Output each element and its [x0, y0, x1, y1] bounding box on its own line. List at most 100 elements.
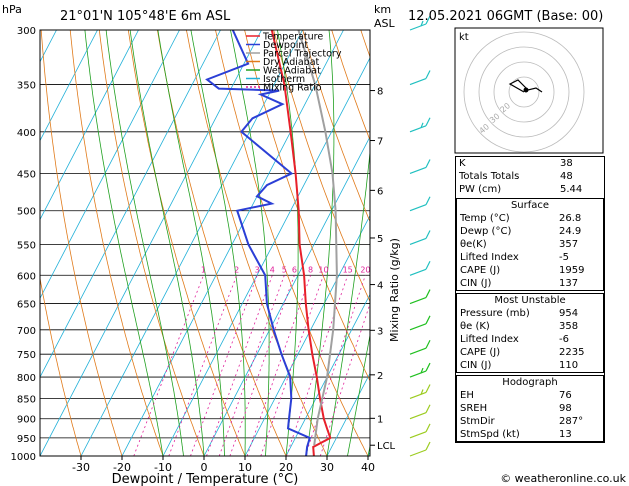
x-tick-label: 30	[320, 461, 334, 474]
wind-barb-flag	[420, 389, 424, 395]
wind-barb-flag	[425, 404, 431, 413]
hodograph-value: 13	[559, 429, 572, 440]
wind-barb-flag	[425, 339, 431, 349]
wind-barb-flag	[425, 15, 431, 25]
wind-barb-flag	[425, 230, 431, 239]
plot-frame	[39, 29, 371, 457]
surface-label: θe(K)	[460, 239, 487, 250]
location-title: 21°01'N 105°48'E 6m ASL	[60, 9, 231, 24]
index-value: 48	[560, 171, 573, 182]
series-parcel-trajectory	[297, 30, 338, 446]
km-tick-label: 1	[377, 414, 383, 425]
wind-barb	[409, 204, 427, 212]
hodograph-ring	[508, 76, 540, 108]
wind-barb-flag	[425, 384, 431, 393]
km-tick-label: 8	[377, 87, 383, 98]
dry-adiabat	[40, 30, 123, 456]
isotherm-line	[40, 30, 139, 221]
index-label: K	[459, 158, 466, 169]
pressure-tick-label: 300	[17, 26, 36, 37]
isotherm-line	[162, 57, 370, 456]
hodograph-label: StmSpd (kt)	[460, 429, 520, 440]
surface-row: Dewp (°C) 24.9	[457, 225, 603, 238]
x-tick-label: 20	[279, 461, 293, 474]
pressure-tick-label: 400	[17, 128, 36, 139]
mixing-ratio-label: 2	[234, 265, 239, 274]
most-unstable-label: CAPE (J)	[460, 347, 501, 358]
wind-barb	[409, 431, 427, 439]
hodograph-row: EH 76	[457, 389, 603, 402]
km-tick-label: 5	[377, 234, 383, 245]
pressure-tick-label: 800	[17, 373, 36, 384]
mixing-ratio-label: 1	[201, 265, 206, 274]
hodograph-ring	[493, 61, 555, 123]
surface-row: CAPE (J) 1959	[457, 264, 603, 277]
hodograph-label: EH	[460, 390, 474, 401]
legend-label: Temperature	[262, 32, 323, 43]
surface-value: -5	[559, 252, 569, 263]
wind-barb-flag	[425, 117, 431, 127]
km-tick-label: 3	[377, 326, 383, 337]
hodograph-value: 98	[559, 403, 572, 414]
wind-barb	[409, 297, 427, 305]
series-dewpoint	[205, 30, 312, 456]
km-tick-label: LCL	[377, 441, 396, 452]
x-tick-label: 10	[238, 461, 252, 474]
index-row: PW (cm) 5.44	[456, 183, 604, 196]
indices-panel: K 38 Totals Totals 48 PW (cm) 5.44 Surface Te…	[455, 156, 605, 443]
wind-barb	[409, 166, 427, 175]
wind-barb-flag	[425, 441, 431, 451]
dry-adiabat	[215, 30, 369, 456]
background-lines: 1 2 3 4 5 6 8 10 15 20 25	[0, 30, 370, 456]
pressure-tick-label: 500	[17, 207, 36, 218]
most-unstable-value: 358	[559, 321, 579, 332]
pressure-tick-label: 450	[17, 169, 36, 180]
wet-adiabat	[157, 30, 225, 456]
isotherm-line	[203, 135, 370, 456]
isotherm-line	[0, 30, 16, 456]
pressure-tick-label: 950	[17, 434, 36, 445]
x-tick-label: -20	[113, 461, 131, 474]
profile-series	[205, 30, 338, 456]
surface-row: Lifted Index -5	[457, 251, 603, 264]
most-unstable-value: 110	[559, 360, 579, 371]
isotherm-line	[40, 30, 221, 379]
legend-label: Dewpoint	[263, 40, 308, 51]
wind-barb	[409, 323, 427, 331]
wet-adiabat	[84, 30, 164, 456]
wind-barbs	[409, 15, 431, 457]
wet-adiabat	[347, 333, 370, 456]
mixing-ratio-line	[206, 275, 273, 456]
mixing-ratio-label: 5	[282, 265, 287, 274]
wet-adiabat	[105, 30, 184, 456]
pressure-tick-label: 600	[17, 271, 36, 282]
wind-barb	[409, 449, 427, 457]
pressure-tick-label: 650	[17, 300, 36, 311]
wind-barb	[409, 412, 427, 420]
hodograph-value: 287°	[559, 416, 584, 427]
pressure-tick-label: 700	[17, 326, 36, 337]
surface-label: Lifted Index	[460, 252, 519, 263]
wind-barb-flag	[425, 423, 431, 433]
hodograph-value: 76	[559, 390, 572, 401]
dry-adiabat	[302, 30, 370, 223]
most-unstable-value: 954	[559, 308, 579, 319]
surface-value: 357	[559, 239, 579, 250]
surface-value: 24.9	[559, 226, 582, 237]
surface-value: 26.8	[559, 213, 582, 224]
x-tick-label: 40	[361, 461, 375, 474]
dry-adiabat	[273, 30, 370, 303]
isotherm-line	[40, 30, 262, 456]
mixing-ratio-label: 8	[308, 265, 313, 274]
mixing-ratio-line	[260, 275, 324, 456]
mixing-ratio-label: 4	[270, 265, 275, 274]
wind-barb	[409, 347, 427, 355]
mixing-ratio-label: 10	[318, 265, 328, 274]
asl-label: ASL	[374, 17, 396, 30]
dry-adiabat	[127, 30, 246, 456]
hodograph-label: SREH	[460, 403, 488, 414]
mixing-ratio-line	[229, 275, 295, 456]
hodograph-row: SREH 98	[457, 402, 603, 415]
wind-barb-flag	[425, 196, 431, 206]
